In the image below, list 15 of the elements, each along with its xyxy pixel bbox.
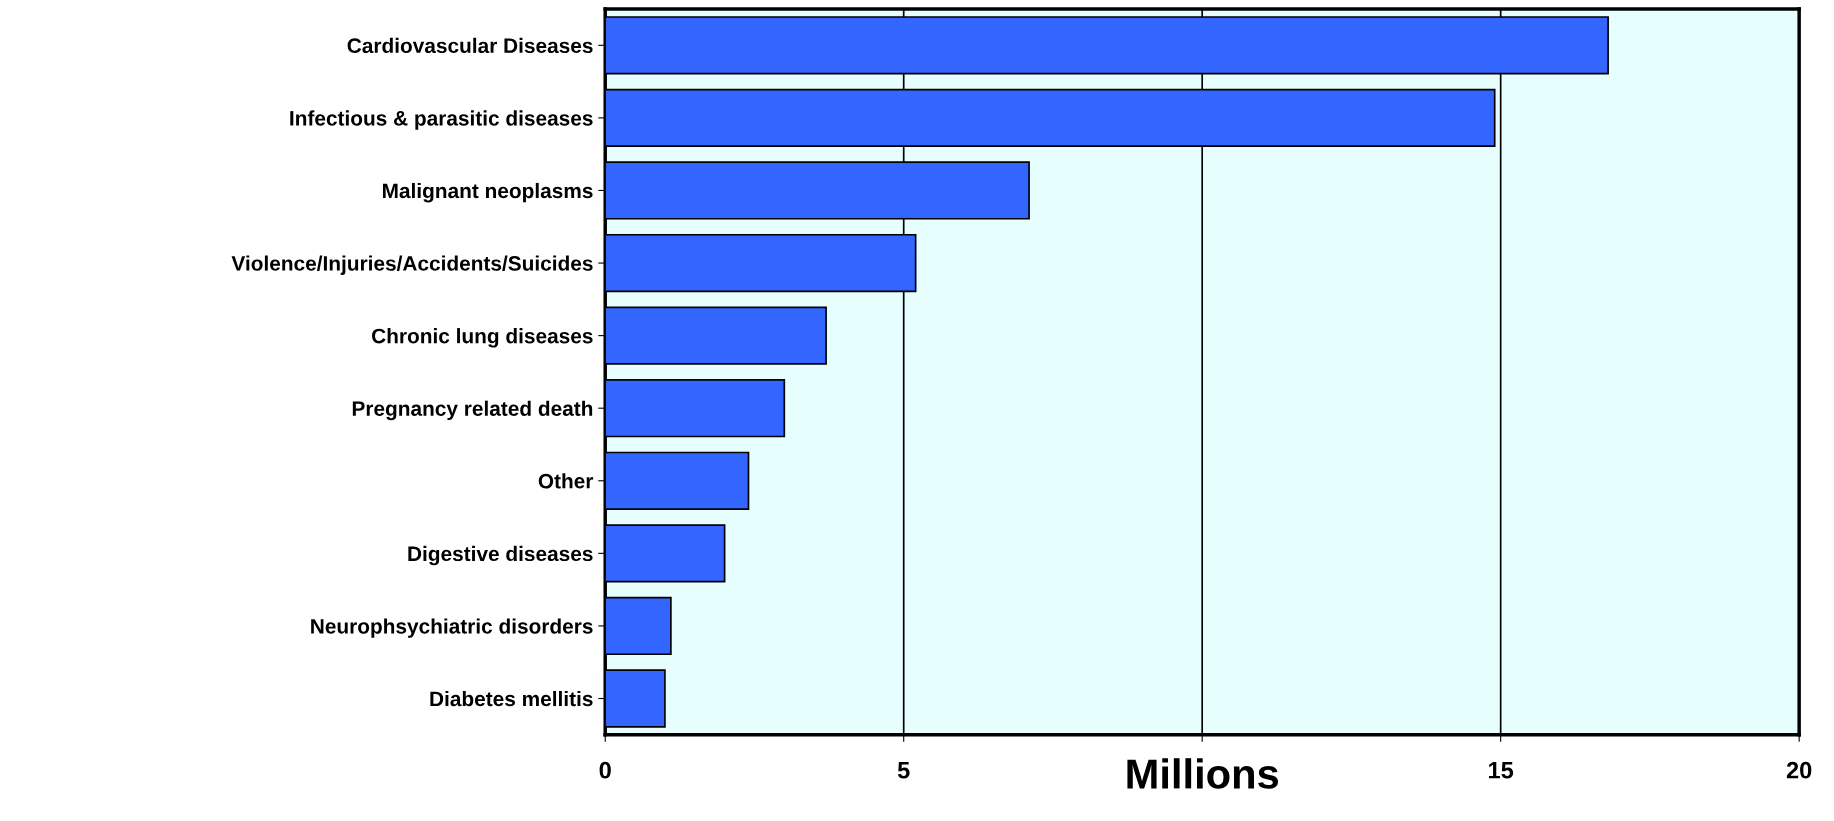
y-tick-label: Cardiovascular Diseases (347, 37, 593, 54)
y-tick-label: Violence/Injuries/Accidents/Suicides (231, 255, 593, 275)
y-tick-label: Malignant neoplasms (382, 182, 593, 203)
x-tick-label: 5 (897, 762, 910, 779)
y-tick-label: Neurophsychiatric disorders (311, 618, 593, 638)
y-tick-label: Other (538, 473, 594, 489)
x-tick-label: 0 (599, 761, 611, 779)
y-tick-label: Diabetes mellitis (430, 690, 593, 707)
y-tick-label: Chronic lung diseases (372, 328, 593, 348)
x-tick-label: 20 (1786, 761, 1812, 779)
y-tick-label: Pregnancy related death (352, 400, 593, 421)
y-tick-label: Infectious & parasitic diseases (290, 110, 593, 130)
x-tick-label: 15 (1489, 762, 1514, 779)
x-axis-title: Millions (1127, 758, 1279, 789)
y-tick-label: Digestive diseases (408, 545, 593, 566)
